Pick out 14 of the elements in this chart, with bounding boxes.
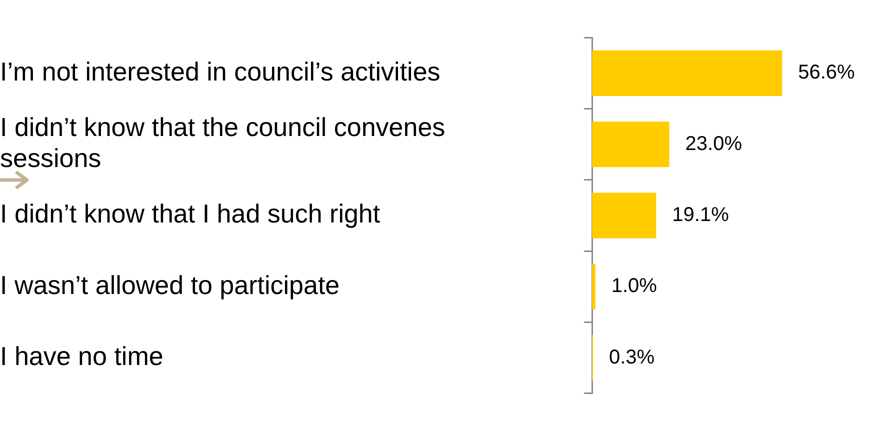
bar	[592, 264, 596, 310]
bar	[592, 122, 670, 168]
y-tick-label: I didn’t know that I had such right	[0, 198, 381, 229]
data-label: 19.1%	[672, 204, 730, 226]
y-tick-label: I have no time	[0, 340, 164, 371]
bar	[592, 192, 656, 238]
data-label: 23.0%	[685, 132, 742, 155]
data-label: 56.6%	[798, 62, 856, 84]
data-label: 0.3%	[609, 346, 655, 368]
data-label: 1.0%	[611, 275, 658, 298]
y-tick-label: I didn’t know that the council convenes sessions	[0, 112, 446, 174]
y-tick-label: I wasn’t allowed to participate	[0, 270, 340, 300]
y-tick-label: I’m not interested in council’s activities	[0, 56, 440, 86]
bar	[592, 50, 782, 96]
